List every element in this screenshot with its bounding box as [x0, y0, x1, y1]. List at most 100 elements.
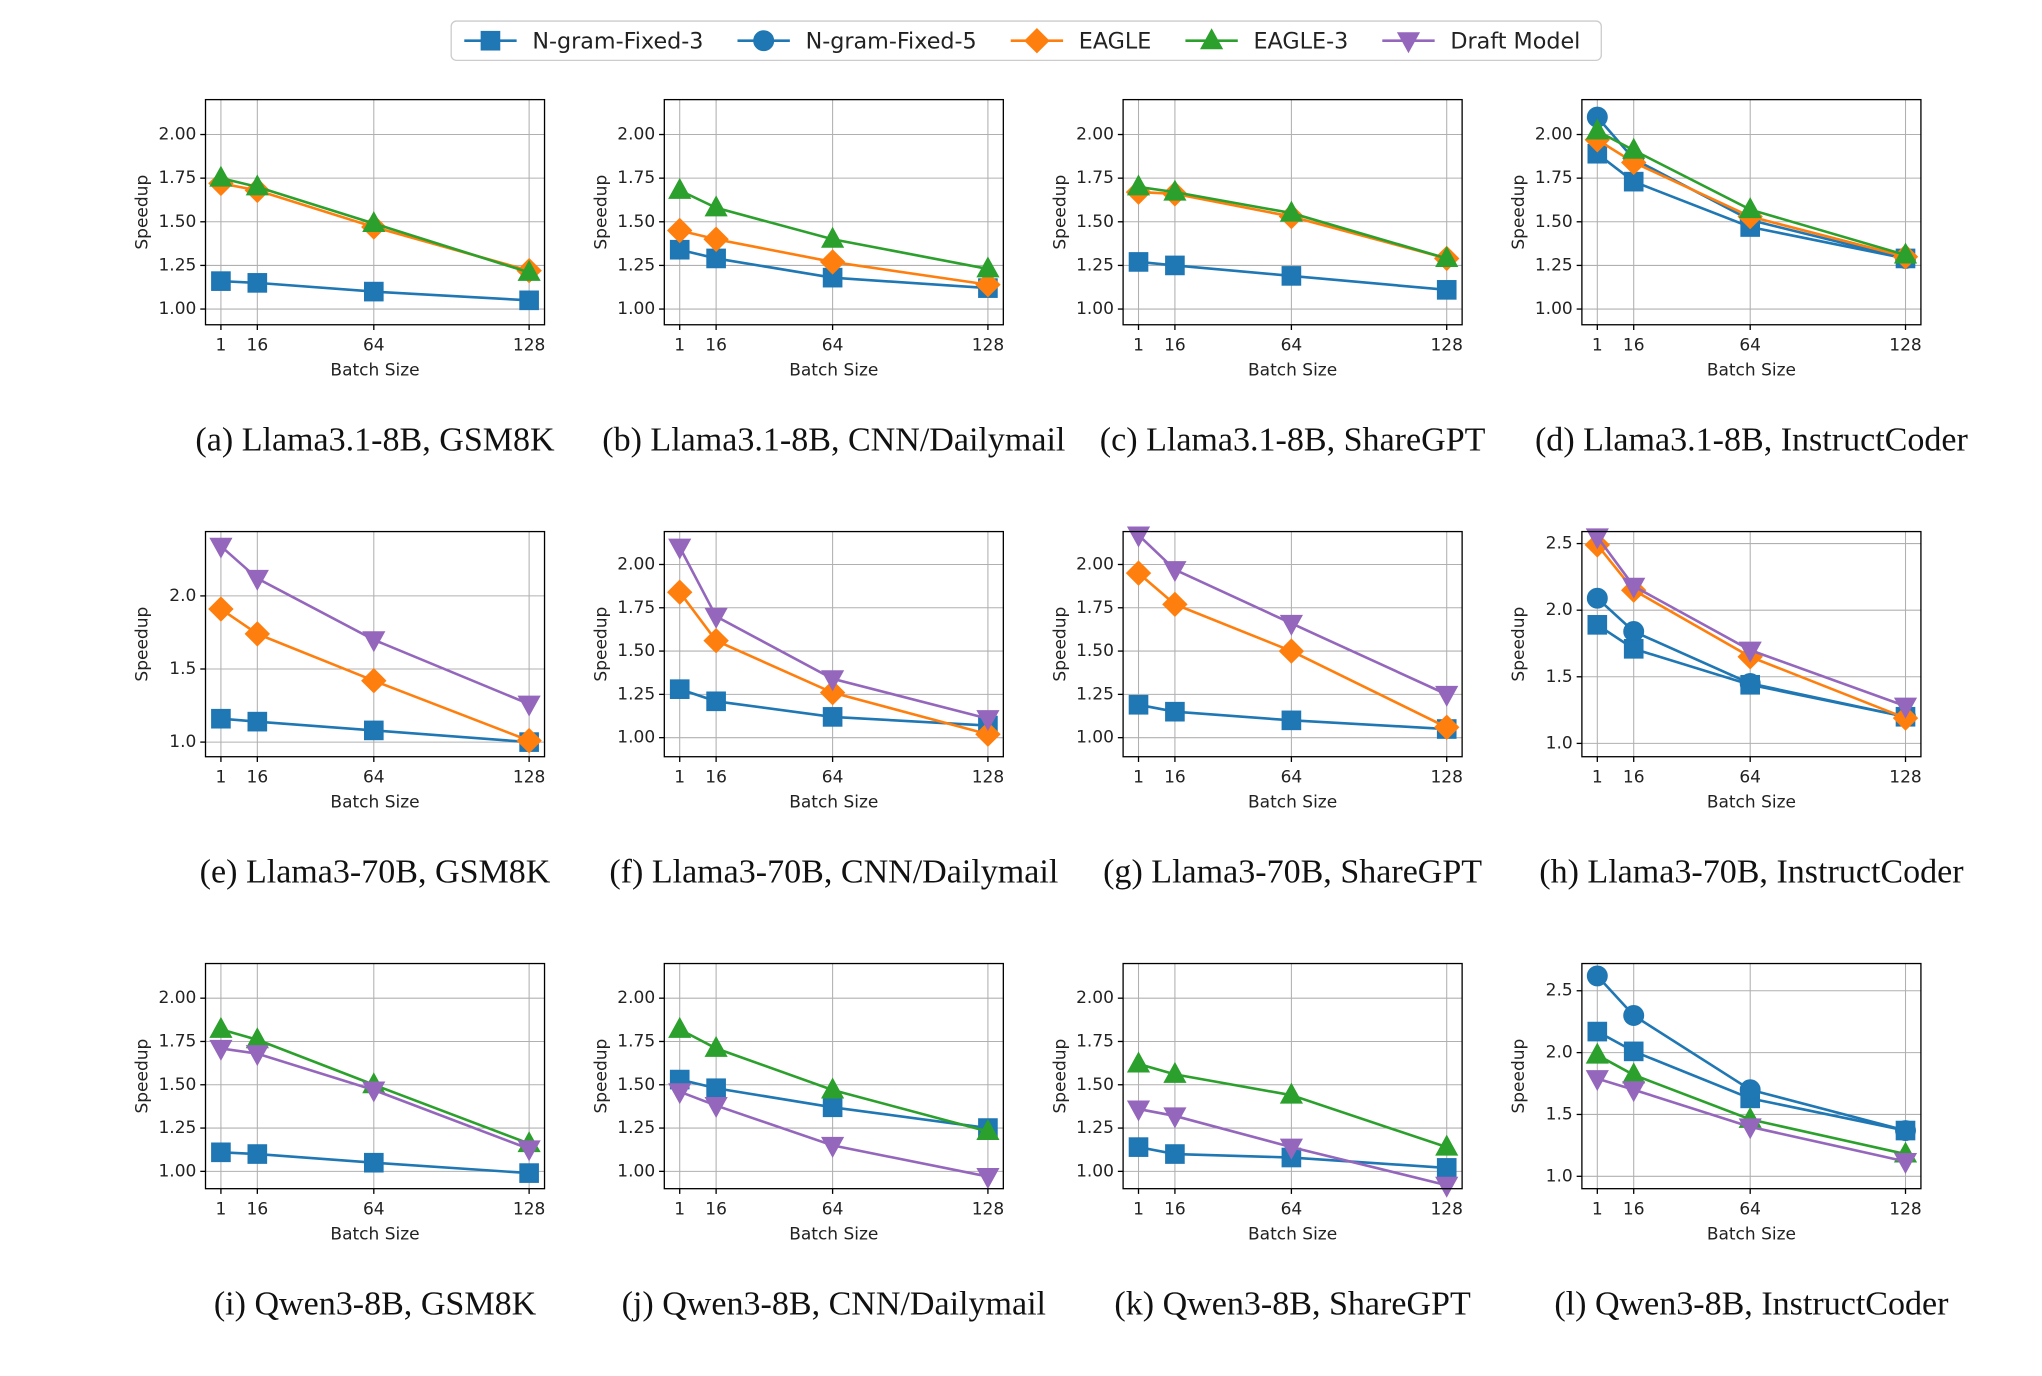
series-line — [1138, 185, 1448, 260]
y-axis-label: Speedup — [1509, 175, 1529, 250]
data-point — [363, 1152, 384, 1173]
x-tick-label: 128 — [1889, 1200, 1921, 1220]
x-tick-label: 128 — [1889, 336, 1921, 356]
x-tick-label: 64 — [1739, 768, 1761, 788]
data-point — [1435, 1176, 1459, 1198]
data-point — [667, 579, 693, 605]
series-line — [1596, 138, 1906, 258]
data-point — [821, 1077, 845, 1099]
y-tick-label: 1.00 — [617, 728, 655, 748]
series-line — [679, 1090, 989, 1178]
data-point — [819, 249, 846, 275]
data-point — [1622, 577, 1646, 599]
series-line — [220, 279, 530, 302]
y-tick-label: 1.50 — [158, 1075, 196, 1095]
data-point — [1587, 615, 1608, 635]
data-point — [669, 239, 690, 260]
data-point — [211, 1142, 231, 1163]
subplot: 1.00 1.25 1.50 1.75 2.00 1 16 64 128 Batch Size Sp… — [1509, 98, 1968, 458]
y-tick-label: 1.75 — [617, 168, 655, 188]
subplot-caption: (l) Qwen3-8B, InstructCoder — [1554, 1284, 1949, 1323]
y-tick-label: 2.00 — [158, 988, 196, 1008]
series-group — [667, 538, 1001, 747]
y-tick-label: 1.50 — [617, 212, 655, 232]
data-point — [211, 708, 231, 729]
y-tick-label: 1.25 — [158, 255, 196, 275]
x-axis-label: Batch Size — [789, 793, 878, 813]
data-point — [209, 1039, 233, 1061]
data-point — [362, 211, 386, 233]
data-point — [668, 1083, 692, 1105]
y-tick-label: 1.00 — [1535, 299, 1573, 319]
y-tick-label: 1.50 — [1076, 212, 1114, 232]
data-point — [1587, 1021, 1608, 1042]
data-point — [1436, 1158, 1457, 1178]
data-point — [822, 707, 843, 727]
data-point — [976, 256, 1000, 278]
data-point — [1738, 1118, 1762, 1140]
series-group — [668, 1016, 1000, 1190]
series-line — [220, 607, 530, 742]
legend-marker — [753, 30, 775, 52]
data-point — [1738, 197, 1762, 219]
y-tick-label: 1.75 — [1076, 598, 1114, 618]
plot-frame — [1122, 962, 1463, 1190]
legend-label: Draft Model — [1450, 29, 1580, 55]
y-tick-label: 2.00 — [1076, 988, 1114, 1008]
x-tick-label: 64 — [822, 1200, 844, 1220]
data-point — [245, 569, 269, 591]
x-axis-label: Batch Size — [1248, 361, 1337, 381]
series-line — [1138, 190, 1448, 260]
data-point — [668, 538, 692, 560]
subplot-caption: (h) Llama3-70B, InstructCoder — [1539, 852, 1964, 891]
caption-box: (e) Llama3-70B, GSM8K — [200, 852, 551, 890]
subplot: 1.0 1.5 2.0 2.5 1 16 64 128 Batch Size Speedup (h)… — [1509, 528, 1964, 891]
plot-frame — [663, 98, 1004, 326]
data-point — [821, 670, 845, 692]
data-point — [819, 679, 846, 706]
legend-marker — [1200, 28, 1224, 50]
y-tick-label: 1.25 — [617, 684, 655, 704]
data-point — [669, 679, 690, 699]
data-point — [668, 177, 692, 199]
series-group — [208, 537, 542, 754]
data-point — [1126, 1051, 1151, 1073]
y-tick-label: 1.75 — [158, 1031, 196, 1051]
x-tick-label: 16 — [1623, 336, 1645, 356]
subplot-caption: (j) Qwen3-8B, CNN/Dailymail — [621, 1284, 1047, 1323]
x-tick-label: 128 — [972, 768, 1004, 788]
data-point — [1586, 587, 1608, 609]
x-axis-label: Batch Size — [1248, 793, 1337, 813]
legend-label: N-gram-Fixed-5 — [806, 29, 977, 55]
data-point — [1739, 1079, 1761, 1101]
x-tick-label: 128 — [1430, 336, 1462, 356]
data-point — [1893, 697, 1918, 719]
subplot: 1.0 1.5 2.0 1 16 64 128 Batch Size Speedup (e) Ll… — [133, 530, 551, 890]
x-tick-label: 64 — [1739, 1200, 1761, 1220]
data-point — [704, 1097, 728, 1119]
data-point — [1163, 1061, 1187, 1083]
data-point — [1623, 638, 1644, 659]
series-line — [1138, 703, 1447, 731]
y-tick-label: 1.5 — [169, 659, 196, 679]
subplot: 1.00 1.25 1.50 1.75 2.00 1 16 64 128 Batch Size Sp… — [133, 962, 545, 1322]
y-tick-label: 2.00 — [617, 125, 655, 145]
x-tick-label: 1 — [674, 1200, 685, 1220]
y-tick-label: 2.0 — [1546, 600, 1573, 620]
data-point — [1586, 965, 1608, 987]
y-tick-label: 1.25 — [1535, 255, 1573, 275]
x-tick-label: 1 — [216, 768, 227, 788]
y-tick-label: 1.50 — [617, 641, 655, 661]
data-point — [1279, 1082, 1303, 1104]
series-line — [679, 248, 989, 290]
series-group — [1126, 1051, 1459, 1198]
data-point — [247, 711, 268, 732]
x-tick-label: 64 — [822, 768, 844, 788]
data-point — [211, 271, 231, 291]
data-point — [822, 1097, 843, 1118]
data-point — [1585, 1042, 1609, 1064]
data-point — [1165, 255, 1185, 276]
legend-label: EAGLE — [1079, 29, 1152, 55]
caption-box: (a) Llama3.1-8B, GSM8K — [195, 420, 554, 458]
x-tick-label: 128 — [513, 768, 545, 788]
